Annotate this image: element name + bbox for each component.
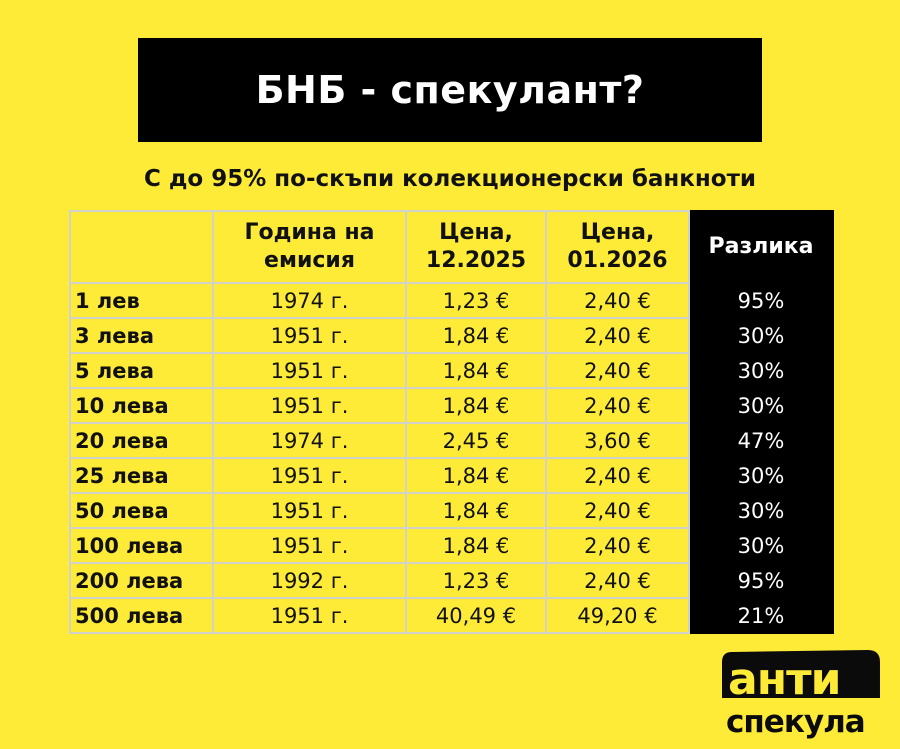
table-row: 200 лева 1992 г. 1,23 €2,40 €95% [69,562,834,599]
logo-text-line1: анти [728,654,840,705]
price-dec-2025-cell: 1,84 € [405,492,547,529]
price-dec-2025-cell: 2,45 € [405,422,547,459]
issue-year-cell: 1951 г. [212,527,407,564]
table-row: 1 лев 1974 г. 1,23 €2,40 €95% [69,282,834,319]
page-title: БНБ - спекулант? [255,68,645,112]
denomination-cell: 500 лева [69,597,214,634]
price-jan-2026-cell: 2,40 € [545,457,690,494]
column-header: Година на емисия [212,210,407,284]
difference-cell: 30% [688,387,834,424]
table-row: 3 лева 1951 г. 1,84 €2,40 €30% [69,317,834,354]
denomination-cell: 1 лев [69,282,214,319]
table-row: 50 лева 1951 г. 1,84 €2,40 €30% [69,492,834,529]
issue-year-cell: 1974 г. [212,422,407,459]
subtitle: С до 95% по-скъпи колекционерски банкнот… [143,166,757,192]
difference-cell: 95% [688,282,834,319]
denomination-cell: 50 лева [69,492,214,529]
price-jan-2026-cell: 2,40 € [545,352,690,389]
price-jan-2026-cell: 49,20 € [545,597,690,634]
denomination-cell: 20 лева [69,422,214,459]
column-header [69,210,214,284]
table-header-row: Година на емисия Цена, 12.2025 Цена, 01.2026 Р… [69,210,834,284]
price-jan-2026-cell: 2,40 € [545,562,690,599]
denomination-cell: 10 лева [69,387,214,424]
issue-year-cell: 1951 г. [212,317,407,354]
price-dec-2025-cell: 1,23 € [405,562,547,599]
anti-spekula-logo: анти спекула [722,650,880,740]
column-header: Цена, 01.2026 [545,210,690,284]
table-row: 500 лева 1951 г. 40,49 €49,20 €21% [69,597,834,634]
price-jan-2026-cell: 3,60 € [545,422,690,459]
difference-cell: 21% [688,597,834,634]
price-dec-2025-cell: 1,84 € [405,387,547,424]
price-dec-2025-cell: 1,84 € [405,317,547,354]
price-dec-2025-cell: 1,23 € [405,282,547,319]
price-dec-2025-cell: 1,84 € [405,457,547,494]
column-header: Цена, 12.2025 [405,210,547,284]
issue-year-cell: 1974 г. [212,282,407,319]
difference-cell: 95% [688,562,834,599]
column-header: Разлика [688,210,834,284]
difference-cell: 30% [688,492,834,529]
price-jan-2026-cell: 2,40 € [545,527,690,564]
issue-year-cell: 1992 г. [212,562,407,599]
difference-cell: 30% [688,317,834,354]
price-dec-2025-cell: 1,84 € [405,352,547,389]
issue-year-cell: 1951 г. [212,597,407,634]
banknote-price-table: Година на емисия Цена, 12.2025 Цена, 01.2026 Р… [69,210,834,634]
denomination-cell: 100 лева [69,527,214,564]
price-dec-2025-cell: 40,49 € [405,597,547,634]
denomination-cell: 5 лева [69,352,214,389]
denomination-cell: 200 лева [69,562,214,599]
table-row: 10 лева 1951 г. 1,84 €2,40 €30% [69,387,834,424]
price-jan-2026-cell: 2,40 € [545,317,690,354]
difference-cell: 30% [688,527,834,564]
difference-cell: 30% [688,352,834,389]
denomination-cell: 3 лева [69,317,214,354]
table-row: 5 лева 1951 г. 1,84 €2,40 €30% [69,352,834,389]
issue-year-cell: 1951 г. [212,387,407,424]
logo-text-line2: спекула [726,704,865,740]
issue-year-cell: 1951 г. [212,492,407,529]
denomination-cell: 25 лева [69,457,214,494]
price-jan-2026-cell: 2,40 € [545,282,690,319]
price-dec-2025-cell: 1,84 € [405,527,547,564]
table-row: 20 лева 1974 г. 2,45 €3,60 €47% [69,422,834,459]
price-jan-2026-cell: 2,40 € [545,492,690,529]
title-banner: БНБ - спекулант? [138,38,762,142]
issue-year-cell: 1951 г. [212,352,407,389]
table-row: 100 лева 1951 г. 1,84 €2,40 €30% [69,527,834,564]
issue-year-cell: 1951 г. [212,457,407,494]
difference-cell: 30% [688,457,834,494]
table-row: 25 лева 1951 г. 1,84 €2,40 €30% [69,457,834,494]
price-jan-2026-cell: 2,40 € [545,387,690,424]
difference-cell: 47% [688,422,834,459]
